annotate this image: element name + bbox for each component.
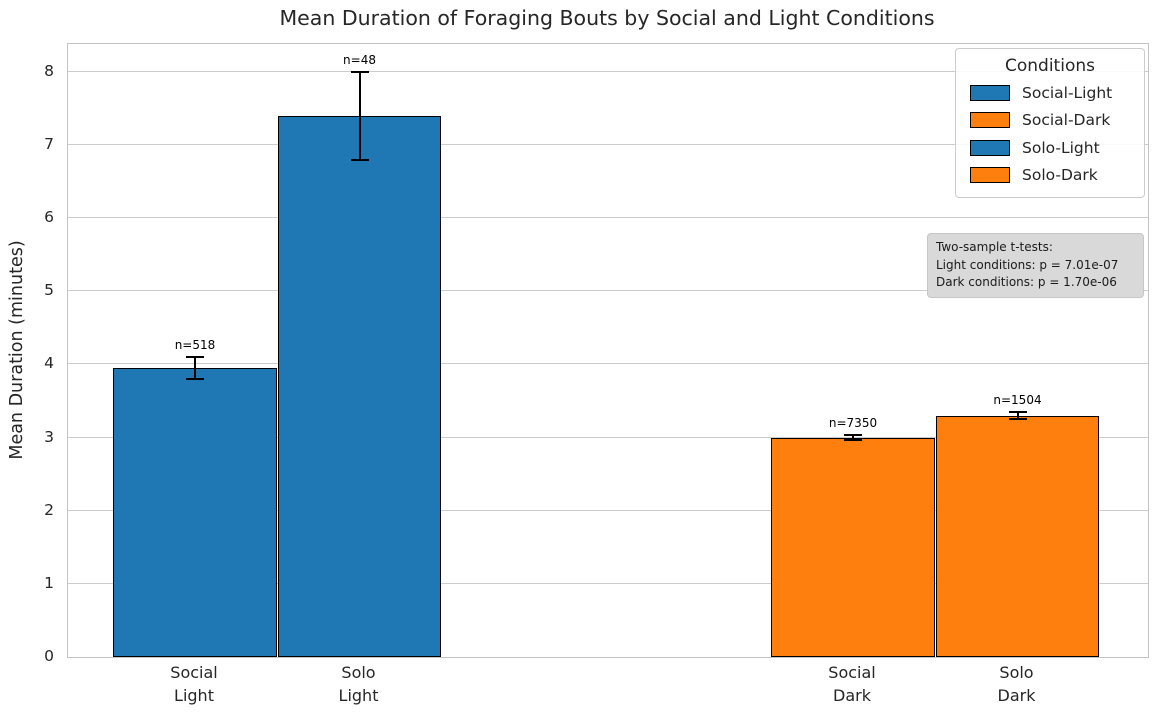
legend-entry-label: Solo-Dark <box>1022 166 1098 185</box>
x-tick-line: Light <box>338 686 379 705</box>
y-tick-label: 8 <box>44 61 54 80</box>
error-bar-cap <box>186 378 204 381</box>
x-tick-line: Dark <box>833 686 871 705</box>
annotation-line: Two-sample t-tests: <box>936 240 1053 254</box>
legend-swatch-social-dark <box>970 112 1010 129</box>
x-tick-line: Dark <box>997 686 1036 705</box>
legend-entry-social-light: Social-Light <box>964 79 1136 107</box>
y-tick-label: 2 <box>44 500 54 519</box>
y-tick-label: 1 <box>44 573 54 592</box>
sample-size-label: n=1504 <box>993 392 1042 407</box>
x-tick-line: Solo <box>999 663 1034 682</box>
error-bar <box>852 435 854 440</box>
error-bar <box>194 357 196 380</box>
legend-swatch-solo-light <box>970 139 1010 156</box>
legend: Conditions Social-Light Social-Dark Solo-L… <box>955 48 1145 198</box>
legend-items: Social-Light Social-Dark Solo-Light Solo-Da… <box>964 79 1136 189</box>
error-bar-cap <box>1008 410 1027 413</box>
annotation-line: Dark conditions: p = 1.70e-06 <box>936 275 1117 289</box>
legend-entry-label: Social-Dark <box>1022 111 1111 130</box>
gridline <box>68 143 1148 145</box>
legend-entry-label: Social-Light <box>1022 83 1113 102</box>
error-bar-cap <box>844 438 862 441</box>
gridline <box>68 70 1148 72</box>
y-tick-label: 3 <box>44 427 54 446</box>
error-bar-cap <box>186 356 204 359</box>
sample-size-label: n=48 <box>343 52 376 67</box>
gridline <box>68 509 1148 511</box>
bar-social-light <box>113 368 277 657</box>
bar-solo-dark <box>936 415 1099 657</box>
sample-size-label: n=7350 <box>828 416 878 431</box>
gridline <box>68 217 1148 219</box>
x-tick-line: Social <box>828 663 876 682</box>
legend-title: Conditions <box>1005 56 1095 76</box>
bar-solo-light <box>278 115 441 657</box>
error-bar-cap <box>350 158 369 161</box>
error-bar-cap <box>1008 418 1027 421</box>
y-tick-label: 7 <box>44 134 54 153</box>
legend-entry-solo-dark: Solo-Dark <box>964 162 1136 190</box>
x-tick-line: Light <box>174 686 214 705</box>
y-tick-label: 4 <box>44 354 54 373</box>
x-tick-line: Social <box>170 663 218 682</box>
error-bar <box>358 71 361 160</box>
error-bar-cap <box>844 434 862 437</box>
x-tick-label: Solo Dark <box>947 661 1087 707</box>
gridline <box>68 582 1148 584</box>
sample-size-label: n=518 <box>174 338 216 353</box>
annotation-line: Light conditions: p = 7.01e-07 <box>936 257 1119 272</box>
x-tick-label: Social Light <box>124 661 264 707</box>
y-tick-label: 6 <box>44 208 54 227</box>
y-tick-label: 0 <box>44 647 54 665</box>
y-tick-label: 5 <box>44 281 54 300</box>
gridline <box>68 290 1148 292</box>
chart-title: Mean Duration of Foraging Bouts by Socia… <box>279 6 935 30</box>
error-bar-cap <box>350 70 369 73</box>
gridline <box>68 436 1148 438</box>
error-bar <box>1016 411 1019 420</box>
legend-swatch-solo-dark <box>970 167 1010 184</box>
x-tick-label: Solo Light <box>289 661 429 707</box>
stats-annotation: Two-sample t-tests: Light conditions: p … <box>927 233 1144 298</box>
bar-social-dark <box>771 437 935 657</box>
x-tick-line: Solo <box>341 663 376 682</box>
legend-swatch-social-light <box>970 84 1010 101</box>
gridline <box>68 363 1148 365</box>
legend-entry-label: Solo-Light <box>1022 138 1100 157</box>
legend-entry-social-dark: Social-Dark <box>964 107 1136 135</box>
legend-entry-solo-light: Solo-Light <box>964 134 1136 162</box>
x-tick-label: Social Dark <box>782 661 922 707</box>
